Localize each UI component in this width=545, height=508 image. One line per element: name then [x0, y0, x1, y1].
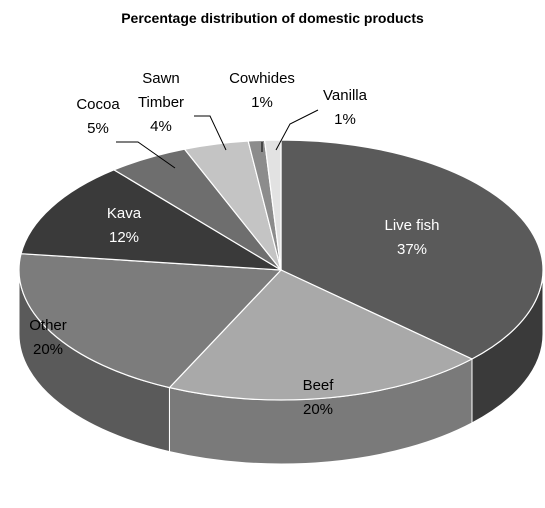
leader-lines — [116, 109, 319, 169]
leader-line-vanilla — [275, 109, 319, 151]
slice-live-fish — [280, 139, 544, 360]
slice-name-sawn-timber: Timber — [138, 94, 184, 111]
leader-line-sawn-timber — [194, 115, 227, 151]
slice-name-sawn-timber: Sawn — [142, 70, 180, 87]
slice-percent-cocoa: 5% — [87, 120, 109, 137]
slice-percent-live-fish: 37% — [397, 241, 427, 258]
slice-name-cocoa: Cocoa — [76, 96, 120, 113]
slice-percent-beef: 20% — [303, 401, 333, 418]
pie-slices — [18, 139, 544, 401]
slice-labels: Live fish 37% Beef 20% Other 20% Kava 12% Cocoa 5… — [29, 70, 439, 418]
chart-title: Percentage distribution of domestic prod… — [121, 10, 424, 26]
slice-name-cowhides: Cowhides — [229, 70, 295, 87]
slice-percent-vanilla: 1% — [334, 111, 356, 128]
slice-name-other: Other — [29, 317, 67, 334]
slice-percent-other: 20% — [33, 341, 63, 358]
slice-other — [18, 253, 283, 389]
slice-name-live-fish: Live fish — [384, 217, 439, 234]
slice-name-beef: Beef — [303, 377, 335, 394]
slice-name-vanilla: Vanilla — [323, 87, 368, 104]
slice-percent-cowhides: 1% — [251, 94, 273, 111]
leader-line-cocoa — [116, 141, 176, 169]
slice-name-kava: Kava — [107, 205, 142, 222]
slice-percent-sawn-timber: 4% — [150, 118, 172, 135]
slice-percent-kava: 12% — [109, 229, 139, 246]
slice-kava — [20, 169, 282, 271]
slice-beef — [168, 269, 474, 401]
